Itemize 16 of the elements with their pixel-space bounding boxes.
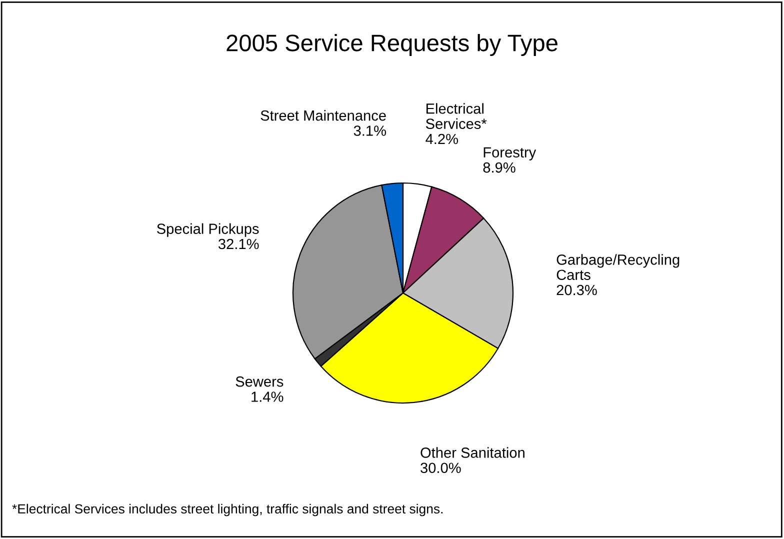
data-label: 1.4%: [252, 392, 284, 402]
data-label: 3.1%: [354, 126, 386, 136]
data-label: 30.0%: [420, 462, 461, 474]
data-label: 20.3%: [556, 284, 597, 296]
slice-label: Other Sanitation: [420, 447, 524, 458]
slice-label: Garbage/Recycling Carts: [556, 254, 680, 280]
chart-title: 2005 Service Requests by Type: [226, 34, 558, 56]
slice-label: Special Pickups: [157, 223, 259, 237]
slice-label: Electrical Services*: [426, 103, 487, 129]
data-label: 4.2%: [426, 134, 458, 144]
data-label: 8.9%: [483, 162, 516, 173]
data-label: 32.1%: [218, 238, 259, 250]
slice-label: Forestry: [484, 147, 536, 160]
slice-label: Street Maintenance: [260, 110, 386, 121]
slice-label: Sewers: [236, 376, 284, 387]
text: *Electrical Services includes street lighting, traffic signals and street signs.: [12, 504, 443, 516]
